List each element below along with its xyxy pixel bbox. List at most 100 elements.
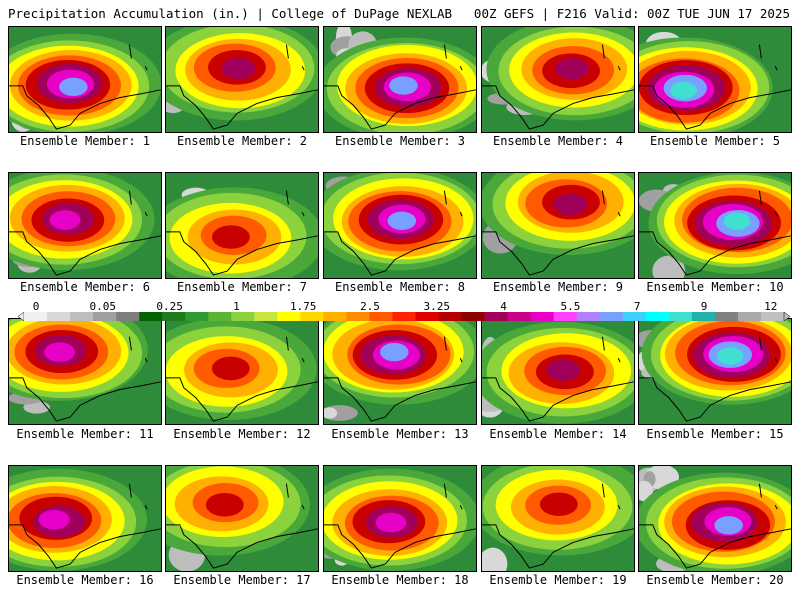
ensemble-member-map	[481, 26, 635, 133]
precip-contour	[38, 509, 70, 530]
scale-tick-label: 0.05	[89, 300, 117, 313]
boundary-lines	[166, 336, 318, 422]
precipitation-field	[482, 173, 634, 276]
precip-contour	[723, 212, 751, 230]
precip-contour	[555, 58, 589, 80]
boundary-lines	[166, 190, 318, 276]
precip-contour	[205, 492, 244, 517]
precipitation-field	[9, 319, 161, 422]
boundary-lines	[324, 190, 476, 276]
scale-tick-label: 9	[700, 300, 708, 313]
precip-contour	[553, 193, 588, 215]
scale-color-cell	[323, 312, 347, 321]
precipitation-field	[482, 27, 634, 130]
scale-color-cell	[392, 312, 416, 321]
boundary-lines	[639, 190, 791, 276]
ensemble-member-label: Ensemble Member: 9	[492, 280, 624, 294]
ensemble-member-map	[323, 465, 477, 572]
precipitation-field	[324, 468, 476, 571]
scale-tick-label: 5.5	[560, 300, 581, 313]
ensemble-member-label: Ensemble Member: 2	[176, 134, 308, 148]
precip-contour	[670, 81, 697, 100]
ensemble-member-label: Ensemble Member: 13	[331, 427, 469, 441]
ensemble-member-map	[481, 465, 635, 572]
boundary-lines	[639, 483, 791, 569]
scale-color-cell	[415, 312, 439, 321]
scale-color-cell	[346, 312, 370, 321]
ensemble-member-map	[638, 172, 792, 279]
precipitation-field	[639, 173, 791, 278]
ensemble-member-label: Ensemble Member: 8	[334, 280, 466, 294]
ensemble-member-label: Ensemble Member: 7	[176, 280, 308, 294]
boundary-lines	[9, 336, 161, 422]
precipitation-field	[166, 466, 318, 571]
precip-contour	[546, 359, 580, 381]
boundary-lines	[482, 483, 634, 569]
ensemble-member-map	[8, 172, 162, 279]
scale-tick-label: 0.25	[156, 300, 183, 313]
ensemble-member-map	[323, 26, 477, 133]
ensemble-member-map	[638, 318, 792, 425]
scale-color-cell	[254, 312, 278, 321]
precip-contour	[380, 342, 409, 362]
ensemble-member-label: Ensemble Member: 17	[173, 573, 311, 587]
scale-tick-label: 7	[633, 300, 641, 313]
precip-contour	[44, 342, 76, 362]
scale-min-arrow	[18, 312, 25, 321]
precipitation-field	[166, 187, 318, 278]
precipitation-field	[9, 173, 161, 276]
ensemble-member-label: Ensemble Member: 20	[646, 573, 784, 587]
precip-contour	[387, 211, 417, 230]
boundary-lines	[324, 44, 476, 130]
precip-contour	[212, 225, 250, 249]
ensemble-member-label: Ensemble Member: 5	[649, 134, 781, 148]
ensemble-member-label: Ensemble Member: 11	[16, 427, 154, 441]
precip-contour	[717, 347, 744, 365]
scale-color-cell	[277, 312, 301, 321]
scale-color-cell	[553, 312, 578, 321]
scale-color-cell	[231, 312, 255, 321]
scale-color-cell	[760, 312, 785, 321]
color-scale-bar	[18, 312, 790, 321]
scale-color-cell	[93, 312, 117, 321]
scale-color-cell	[691, 312, 716, 321]
scale-color-cell	[24, 312, 48, 321]
scale-color-cell	[507, 312, 531, 321]
scale-color-cell	[461, 312, 485, 321]
ensemble-member-label: Ensemble Member: 18	[331, 573, 469, 587]
scale-color-cell	[208, 312, 232, 321]
boundary-lines	[9, 190, 161, 276]
ensemble-member-map	[165, 172, 319, 279]
scale-color-cell	[645, 312, 670, 321]
ensemble-member-label: Ensemble Member: 3	[334, 134, 466, 148]
boundary-lines	[639, 44, 791, 130]
model-run-info: 00Z GEFS | F216 Valid: 00Z TUE JUN 17 20…	[473, 6, 790, 21]
dry-area	[324, 407, 338, 419]
boundary-lines	[482, 190, 634, 276]
scale-color-cell	[576, 312, 601, 321]
precipitation-field	[639, 31, 791, 132]
scale-color-cell	[484, 312, 508, 321]
ensemble-member-map	[165, 26, 319, 133]
precip-contour	[539, 492, 578, 517]
boundary-lines	[166, 483, 318, 569]
scale-color-cell	[668, 312, 693, 321]
boundary-lines	[482, 44, 634, 130]
precip-contour	[389, 76, 418, 95]
precip-contour	[211, 356, 250, 381]
scale-tick-label: 4	[500, 300, 507, 313]
color-scale-legend: 0 0.05 0.25 1 1.75 2.5 3.25 4 5.5 7 9 12	[18, 300, 790, 324]
precip-contour	[375, 512, 407, 533]
ensemble-member-map	[481, 172, 635, 279]
precipitation-field	[324, 173, 476, 276]
ensemble-member-label: Ensemble Member: 4	[492, 134, 624, 148]
ensemble-member-map	[638, 465, 792, 572]
precipitation-field	[482, 466, 634, 571]
precip-contour	[59, 77, 88, 97]
scale-color-cell	[116, 312, 140, 321]
scale-color-cell	[185, 312, 209, 321]
scale-tick-label: 1	[233, 300, 240, 313]
ensemble-member-map	[8, 318, 162, 425]
scale-color-cell	[599, 312, 624, 321]
ensemble-member-label: Ensemble Member: 1	[19, 134, 151, 148]
